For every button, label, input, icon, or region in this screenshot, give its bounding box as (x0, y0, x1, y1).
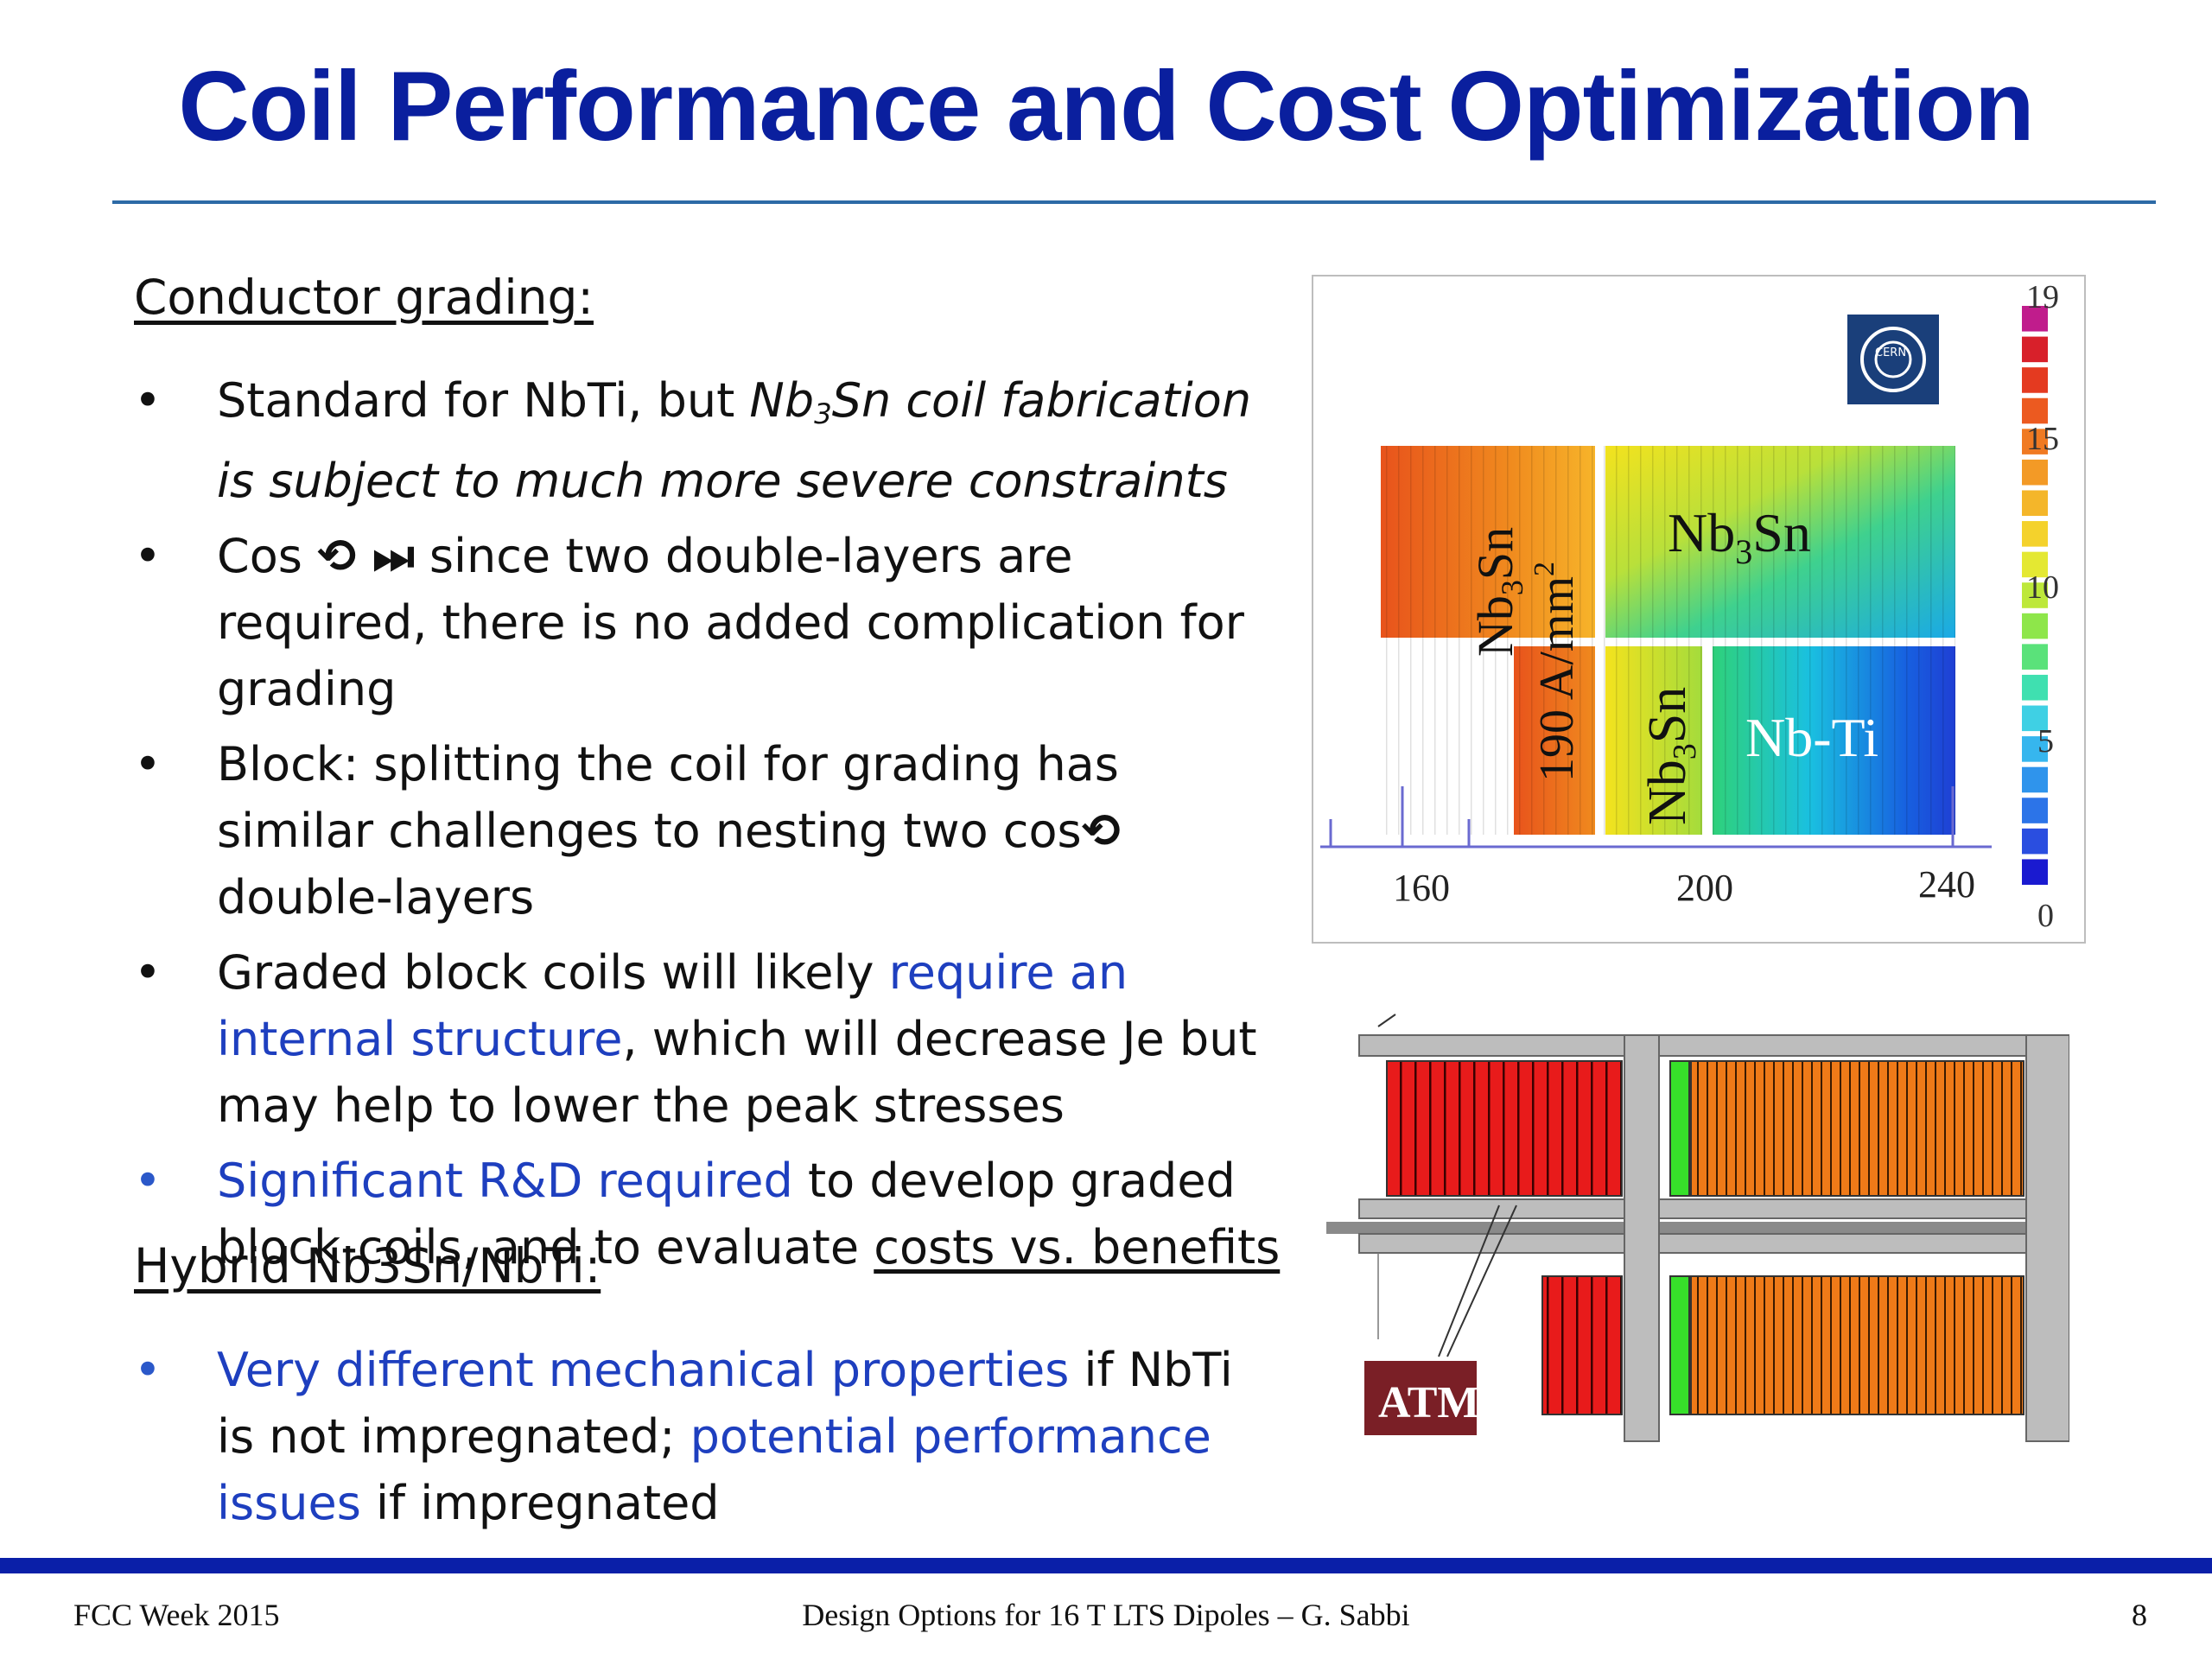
label-nb3sn-top: Nb3Sn (1668, 502, 1811, 571)
colorbar-segment (2022, 459, 2048, 486)
highlight-text: Significant R&D required (217, 1154, 793, 1208)
cable-stripes (1381, 446, 1955, 835)
bullet-text: if impregnated (360, 1476, 720, 1530)
bullet-text: Sn coil fabrication is subject to much m… (217, 373, 1252, 508)
colorbar-segment (2022, 736, 2048, 762)
svg-text:CERN: CERN (1875, 346, 1906, 359)
bullet-marker: • (134, 1154, 162, 1208)
hybrid-bullet-list: • Very different mechanical properties i… (134, 1337, 1283, 1545)
title-divider (112, 200, 2156, 204)
bullet-text: double-layers (217, 870, 535, 925)
bullet-marker: • (134, 737, 162, 791)
colorbar-segment (2022, 582, 2048, 608)
footer-title: Design Options for 16 T LTS Dipoles – G.… (802, 1598, 1410, 1632)
highlight-text: require an internal structure (217, 945, 1128, 1066)
colorbar-segment (2022, 674, 2048, 701)
colorbar-tick: 0 (2037, 898, 2054, 934)
underlined-text: costs vs. benefits (874, 1220, 1281, 1274)
label-nbti: Nb-Ti (1745, 707, 1878, 768)
bullet-item: • Standard for NbTi, but Nb3Sn coil fabr… (134, 367, 1283, 514)
bullet-text: to develop graded block-coils, and to ev… (217, 1154, 1236, 1274)
bullet-text: if NbTi is not impregnated; (217, 1343, 1233, 1464)
block-coil-diagram: ATM (1326, 1011, 2070, 1443)
bullet-marker: • (134, 1343, 162, 1397)
highlight-text: Very different mechanical properties (217, 1343, 1070, 1397)
colorbar-tick: 10 (2026, 569, 2059, 606)
cern-logo: CERN (1847, 315, 1939, 404)
colorbar-segment (2022, 766, 2048, 793)
bullet-text: , which will decrease Je but may help to… (217, 1012, 1257, 1133)
colorbar-segment (2022, 306, 2048, 332)
colorbar-segment (2022, 705, 2048, 732)
label-current-density: 190 A/mm2 (1529, 562, 1584, 782)
tamu-logo: ATM (1364, 1361, 1479, 1435)
bullet-item: • Very different mechanical properties i… (134, 1337, 1283, 1536)
colorbar-segment (2022, 367, 2048, 393)
highlight-text: potential performance issues (217, 1409, 1211, 1530)
colorbar-segment (2022, 798, 2048, 823)
colorbar-tick: 19 (2026, 279, 2059, 315)
slide-title: Coil Performance and Cost Optimization (178, 52, 2034, 162)
x-tick-label: 240 (1918, 863, 1975, 906)
colorbar-segment (2022, 859, 2048, 885)
bullet-text: Block: splitting the coil for grading ha… (217, 737, 1119, 858)
colorbar-tick: 15 (2026, 421, 2059, 457)
colorbar-tick: 5 (2037, 723, 2054, 760)
colorbar-segment (2022, 429, 2048, 454)
colorbar (2022, 306, 2048, 885)
nb3sn-coil-lower (1541, 1275, 1623, 1415)
bullet-text: Standard for NbTi, but (217, 373, 750, 428)
bullet-text: Nb (749, 373, 815, 428)
colorbar-segment (2022, 828, 2048, 855)
colorbar-segment (2022, 551, 2048, 578)
bullet-text: Cos (217, 529, 302, 583)
symbol-glyph: ⟲ (1081, 804, 1121, 858)
svg-text:ATM: ATM (1378, 1378, 1479, 1427)
colorbar-segment (2022, 336, 2048, 363)
colorbar-segment (2022, 644, 2048, 670)
nbti-coil-upper (1690, 1060, 2024, 1197)
label-nb3sn-lower: Nb3Sn (1638, 687, 1703, 825)
bullet-text: since two double-layers are required, th… (217, 529, 1244, 716)
bullet-marker: • (134, 945, 162, 1000)
grading-heatmap-figure: 160 200 240 Nb3Sn 190 A/mm2 Nb3Sn Nb3Sn … (1312, 275, 2086, 944)
x-tick-label: 160 (1393, 867, 1450, 909)
x-tick-label: 200 (1676, 867, 1733, 909)
colorbar-segment (2022, 490, 2048, 517)
section-heading-hybrid: Hybrid Nb3Sn/NbTi: (134, 1238, 601, 1294)
bullet-item: • Graded block coils will likely require… (134, 939, 1283, 1139)
colorbar-segment (2022, 521, 2048, 547)
bullet-marker: • (134, 529, 162, 583)
section-heading-grading: Conductor grading: (134, 270, 594, 325)
label-nb3sn-vertical: Nb3Sn (1467, 527, 1529, 657)
nb3sn-coil-upper (1386, 1060, 1623, 1197)
grading-bullet-list: • Standard for NbTi, but Nb3Sn coil fabr… (134, 367, 1283, 1289)
symbol-glyph: ⟲ ⏭ (317, 529, 415, 583)
footer-event: FCC Week 2015 (73, 1598, 280, 1632)
spacer-lower (1669, 1275, 1690, 1415)
bullet-item: • Cos ⟲ ⏭ since two double-layers are re… (134, 523, 1283, 722)
bullet-marker: • (134, 373, 162, 428)
colorbar-segment (2022, 613, 2048, 639)
heatmap-svg: 160 200 240 Nb3Sn 190 A/mm2 Nb3Sn Nb3Sn … (1320, 279, 2059, 934)
bullet-item: • Block: splitting the coil for grading … (134, 731, 1283, 931)
nbti-coil-lower (1690, 1275, 2024, 1415)
bullet-text: Graded block coils will likely (217, 945, 889, 1000)
slide-number: 8 (2132, 1598, 2147, 1632)
block-coil-svg: ATM (1326, 1014, 2070, 1442)
subscript: 3 (814, 397, 832, 430)
footer-bar (0, 1558, 2212, 1573)
spacer-upper (1669, 1060, 1690, 1197)
bullet-item: • Significant R&D required to develop gr… (134, 1147, 1283, 1281)
colorbar-segment (2022, 397, 2048, 424)
